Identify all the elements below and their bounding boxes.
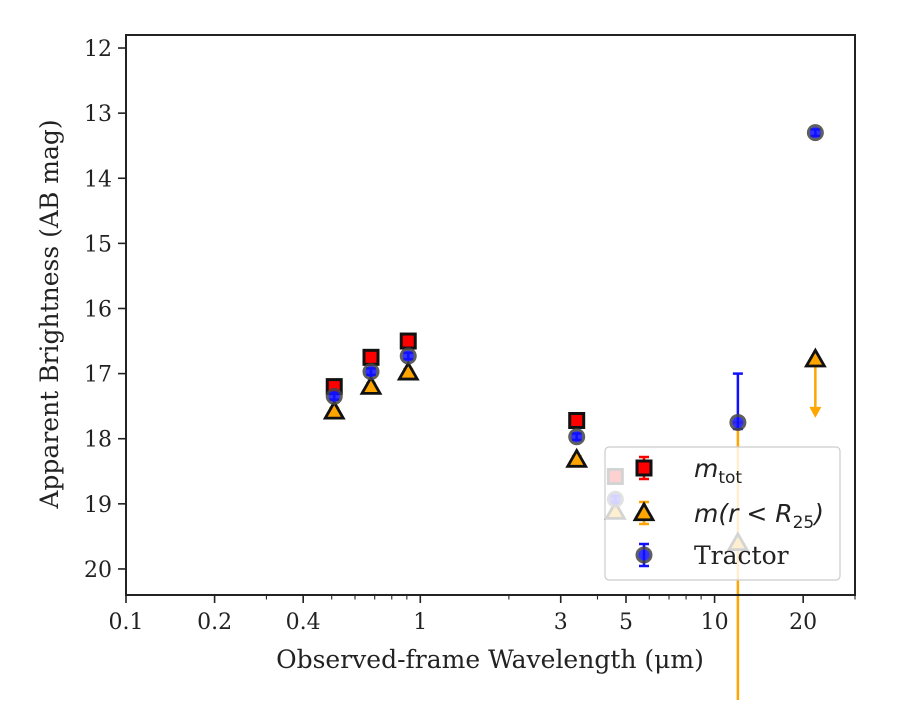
legend-label: mtot xyxy=(694,454,742,488)
legend: mtot m(r < R25) Tractor xyxy=(604,446,841,581)
data-point xyxy=(399,347,417,365)
y-tick-label: 20 xyxy=(84,558,112,583)
data-point xyxy=(322,399,346,420)
y-tick-label: 14 xyxy=(84,167,112,192)
data-point xyxy=(568,411,586,429)
data-point xyxy=(399,332,417,350)
legend-label: m(r < R25) xyxy=(694,499,824,533)
x-tick-label: 5 xyxy=(619,610,633,635)
y-axis-title: Apparent Brightness (AB mag) xyxy=(35,119,64,509)
y-tick-label: 13 xyxy=(84,102,112,127)
x-tick-label: 3 xyxy=(554,610,568,635)
data-point xyxy=(359,374,383,395)
legend-marker xyxy=(635,459,653,477)
data-point xyxy=(729,413,747,431)
x-tick-label: 10 xyxy=(701,610,729,635)
y-tick-label: 16 xyxy=(84,297,112,322)
data-point xyxy=(325,387,343,405)
data-point xyxy=(803,347,827,368)
y-tick-label: 17 xyxy=(84,363,112,388)
plot-frame xyxy=(125,34,856,596)
data-point xyxy=(362,348,380,366)
legend-box xyxy=(604,446,841,581)
data-point xyxy=(362,363,380,381)
x-tick-label: 0.1 xyxy=(109,610,144,635)
data-point xyxy=(396,360,420,381)
y-tick-label: 19 xyxy=(84,493,112,518)
x-tick-label: 0.4 xyxy=(286,610,321,635)
y-tick-label: 15 xyxy=(84,232,112,257)
legend-marker xyxy=(635,546,653,564)
x-tick-label: 1 xyxy=(413,610,427,635)
x-tick-label: 0.2 xyxy=(197,610,232,635)
upper-limit-arrow xyxy=(809,358,822,418)
x-tick-label: 20 xyxy=(789,610,817,635)
data-point xyxy=(568,428,586,446)
data-point xyxy=(806,124,824,142)
plot-area xyxy=(322,124,827,705)
y-tick-label: 12 xyxy=(84,37,112,62)
legend-marker xyxy=(632,501,656,522)
x-axis-title: Observed-frame Wavelength (μm) xyxy=(276,645,704,674)
legend-label: Tractor xyxy=(694,541,789,570)
y-tick-label: 18 xyxy=(84,428,112,453)
data-point xyxy=(565,447,589,468)
